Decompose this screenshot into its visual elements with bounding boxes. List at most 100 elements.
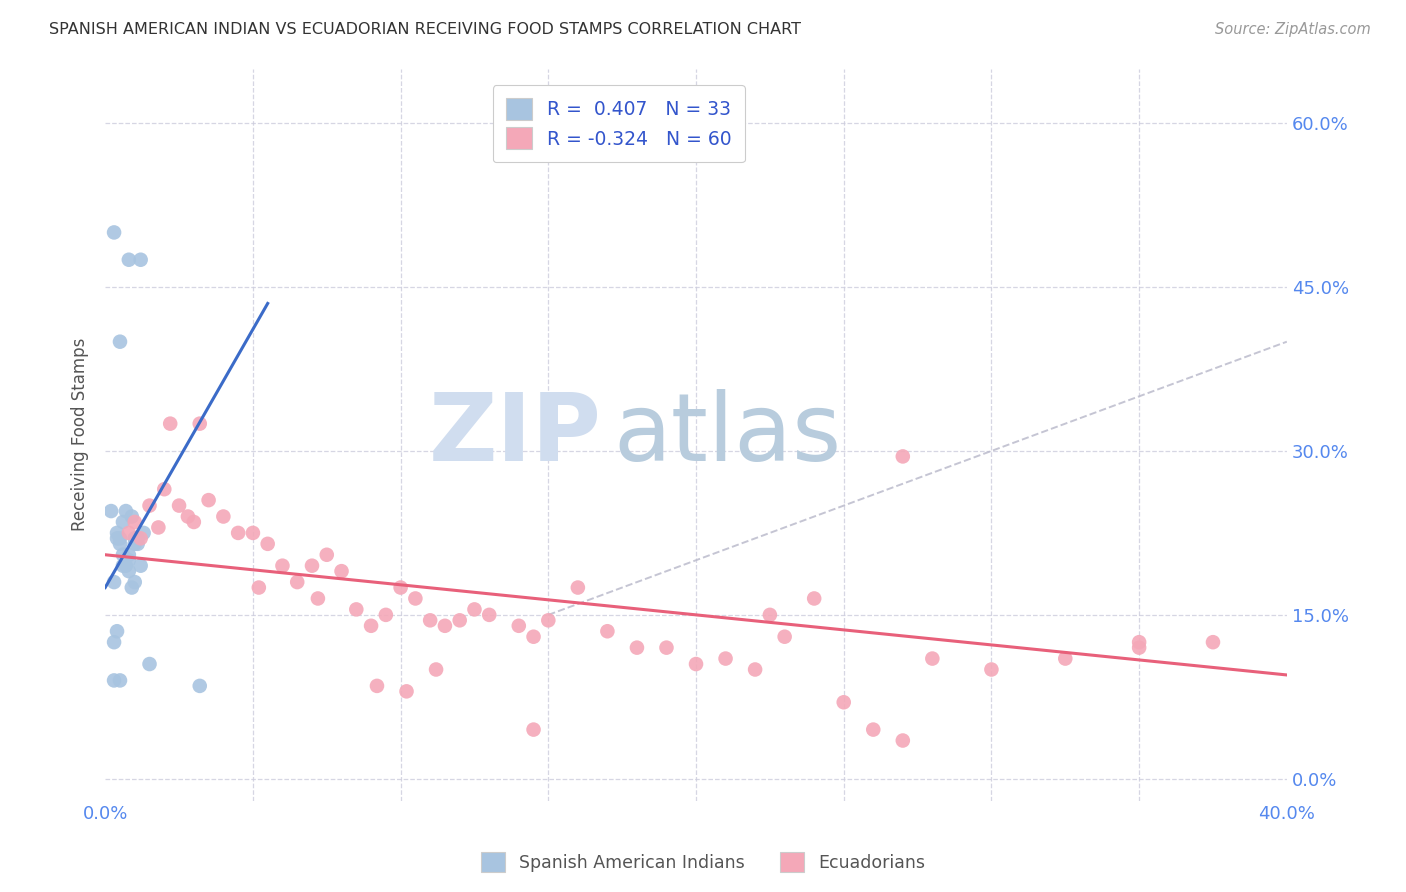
Point [374, 607, 396, 622]
Point [404, 591, 426, 606]
Text: Source: ZipAtlas.com: Source: ZipAtlas.com [1215, 22, 1371, 37]
Point [111, 548, 134, 562]
Point [537, 613, 560, 627]
Point [366, 679, 388, 693]
Point [395, 684, 418, 698]
Point [108, 532, 131, 546]
Point [188, 417, 211, 431]
Point [103, 635, 125, 649]
Point [773, 630, 796, 644]
Point [891, 733, 914, 747]
Point [744, 663, 766, 677]
Point [118, 548, 141, 562]
Point [803, 591, 825, 606]
Point [655, 640, 678, 655]
Point [1202, 635, 1225, 649]
Point [596, 624, 619, 639]
Point [115, 504, 138, 518]
Point [1128, 635, 1150, 649]
Point [148, 520, 170, 534]
Point [118, 553, 141, 567]
Point [108, 334, 131, 349]
Point [360, 619, 382, 633]
Point [105, 624, 128, 639]
Point [226, 525, 249, 540]
Point [183, 515, 205, 529]
Point [714, 651, 737, 665]
Point [626, 640, 648, 655]
Point [111, 558, 134, 573]
Point [522, 630, 544, 644]
Point [177, 509, 200, 524]
Point [256, 537, 278, 551]
Point [103, 575, 125, 590]
Point [285, 575, 308, 590]
Point [111, 515, 134, 529]
Point [188, 679, 211, 693]
Point [100, 504, 122, 518]
Point [118, 564, 141, 578]
Point [124, 515, 146, 529]
Point [271, 558, 294, 573]
Point [832, 695, 855, 709]
Point [344, 602, 367, 616]
Point [115, 558, 138, 573]
Text: ZIP: ZIP [429, 389, 602, 481]
Y-axis label: Receiving Food Stamps: Receiving Food Stamps [72, 338, 89, 532]
Point [508, 619, 530, 633]
Point [129, 532, 152, 546]
Point [124, 575, 146, 590]
Point [1128, 640, 1150, 655]
Point [108, 537, 131, 551]
Point [307, 591, 329, 606]
Point [891, 450, 914, 464]
Point [103, 226, 125, 240]
Point [138, 499, 160, 513]
Point [247, 581, 270, 595]
Point [425, 663, 447, 677]
Point [1054, 651, 1077, 665]
Point [449, 613, 471, 627]
Point [124, 532, 146, 546]
Point [315, 548, 337, 562]
Point [921, 651, 943, 665]
Point [685, 657, 707, 671]
Point [167, 499, 190, 513]
Point [197, 493, 219, 508]
Point [330, 564, 353, 578]
Point [124, 537, 146, 551]
Point [159, 417, 181, 431]
Point [129, 252, 152, 267]
Point [862, 723, 884, 737]
Point [121, 581, 143, 595]
Point [212, 509, 235, 524]
Point [463, 602, 485, 616]
Point [127, 537, 149, 551]
Point [121, 509, 143, 524]
Point [522, 723, 544, 737]
Point [105, 525, 128, 540]
Point [980, 663, 1002, 677]
Point [127, 532, 149, 546]
Point [389, 581, 412, 595]
Point [242, 525, 264, 540]
Point [478, 607, 501, 622]
Legend: Spanish American Indians, Ecuadorians: Spanish American Indians, Ecuadorians [474, 845, 932, 879]
Point [105, 532, 128, 546]
Point [567, 581, 589, 595]
Point [759, 607, 782, 622]
Point [153, 482, 176, 496]
Point [129, 558, 152, 573]
Legend: R =  0.407   N = 33, R = -0.324   N = 60: R = 0.407 N = 33, R = -0.324 N = 60 [492, 86, 745, 162]
Text: SPANISH AMERICAN INDIAN VS ECUADORIAN RECEIVING FOOD STAMPS CORRELATION CHART: SPANISH AMERICAN INDIAN VS ECUADORIAN RE… [49, 22, 801, 37]
Point [108, 673, 131, 688]
Point [118, 525, 141, 540]
Text: atlas: atlas [613, 389, 842, 481]
Point [433, 619, 456, 633]
Point [138, 657, 160, 671]
Point [301, 558, 323, 573]
Point [132, 525, 155, 540]
Point [419, 613, 441, 627]
Point [103, 673, 125, 688]
Point [118, 252, 141, 267]
